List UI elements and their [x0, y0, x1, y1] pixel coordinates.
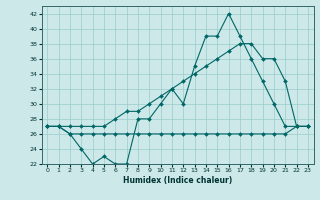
X-axis label: Humidex (Indice chaleur): Humidex (Indice chaleur) [123, 176, 232, 185]
